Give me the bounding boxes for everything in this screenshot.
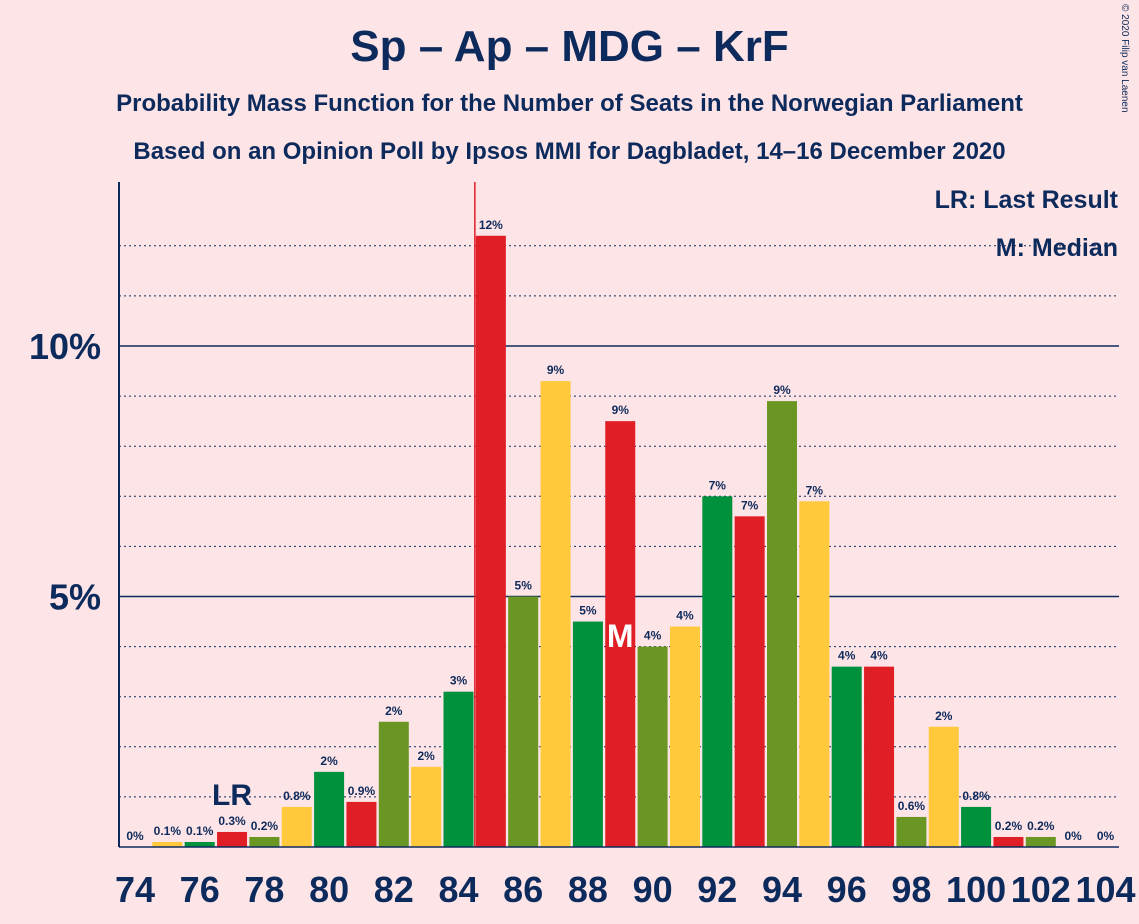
bar-value-label: 9% <box>612 403 630 417</box>
bar-value-label: 2% <box>417 749 435 763</box>
bar-value-label: 4% <box>644 629 662 643</box>
bar-value-label: 12% <box>479 218 503 232</box>
x-tick-label: 98 <box>891 869 931 910</box>
chart-title: Sp – Ap – MDG – KrF <box>350 22 789 71</box>
chart-subtitle-2: Based on an Opinion Poll by Ipsos MMI fo… <box>133 138 1006 165</box>
bar <box>767 401 797 847</box>
bar-value-label: 0.1% <box>154 824 182 838</box>
bar <box>508 596 539 847</box>
bar <box>346 801 377 847</box>
bar-value-label: 0.1% <box>186 824 214 838</box>
bar <box>961 806 992 847</box>
bar-value-label: 5% <box>515 579 533 593</box>
bar <box>443 691 474 847</box>
bar <box>475 235 506 847</box>
x-tick-label: 84 <box>438 869 478 910</box>
bar <box>928 726 959 847</box>
x-tick-label: 78 <box>244 869 284 910</box>
bar-value-label: 5% <box>579 604 597 618</box>
bar-value-label: 0% <box>1064 829 1082 843</box>
bar-value-label: 0.6% <box>898 799 926 813</box>
bar-value-label: 0% <box>126 829 144 843</box>
x-tick-label: 80 <box>309 869 349 910</box>
bar <box>637 646 668 847</box>
legend-median: M: Median <box>995 234 1118 262</box>
bar <box>152 841 183 847</box>
x-tick-label: 100 <box>946 869 1006 910</box>
x-tick-label: 102 <box>1011 869 1071 910</box>
bar <box>572 621 603 847</box>
bar <box>249 836 280 847</box>
bar <box>605 421 636 847</box>
bar-value-label: 7% <box>806 483 824 497</box>
bar-value-label: 9% <box>773 383 791 397</box>
bar-value-label: 0.8% <box>283 789 311 803</box>
bar <box>734 516 765 847</box>
bar-value-label: 7% <box>709 478 727 492</box>
bar <box>378 721 409 847</box>
bar <box>184 841 215 847</box>
bar <box>540 381 571 847</box>
x-tick-label: 76 <box>180 869 220 910</box>
bar-value-label: 4% <box>838 649 856 663</box>
x-tick-label: 90 <box>633 869 673 910</box>
bar-value-label: 0.3% <box>218 814 246 828</box>
x-tick-label: 92 <box>697 869 737 910</box>
y-tick-label: 5% <box>49 577 101 618</box>
bar <box>314 771 345 847</box>
bar <box>896 816 927 847</box>
last-result-marker: LR <box>212 779 252 812</box>
bar <box>411 766 442 847</box>
bar <box>799 501 830 847</box>
x-tick-label: 86 <box>503 869 543 910</box>
bar <box>217 831 248 847</box>
y-tick-label: 10% <box>29 326 101 367</box>
bar-value-label: 0.9% <box>348 784 376 798</box>
bar-value-label: 2% <box>320 754 338 768</box>
x-tick-label: 82 <box>374 869 414 910</box>
bar-value-label: 0.2% <box>995 819 1023 833</box>
bar <box>993 836 1024 847</box>
bar-value-label: 0.2% <box>251 819 279 833</box>
bar <box>864 666 895 847</box>
bar-value-label: 7% <box>741 498 759 512</box>
x-tick-label: 94 <box>762 869 802 910</box>
bar <box>1025 836 1056 847</box>
bar-value-label: 2% <box>935 709 953 723</box>
bar-value-label: 4% <box>676 609 694 623</box>
bar-value-label: 4% <box>870 649 888 663</box>
x-tick-label: 96 <box>827 869 867 910</box>
bar <box>281 806 312 847</box>
chart-subtitle-1: Probability Mass Function for the Number… <box>116 90 1023 117</box>
bar <box>702 496 733 847</box>
legend-last-result: LR: Last Result <box>934 186 1118 214</box>
x-tick-label: 104 <box>1075 869 1135 910</box>
bar <box>831 666 862 847</box>
bar-value-label: 2% <box>385 704 403 718</box>
bar-value-label: 0.2% <box>1027 819 1055 833</box>
x-tick-label: 74 <box>115 869 155 910</box>
median-marker: M <box>607 618 634 654</box>
bar <box>669 626 700 847</box>
bar-value-label: 0% <box>1097 829 1115 843</box>
bar-value-label: 9% <box>547 363 565 377</box>
bar-value-label: 3% <box>450 674 468 688</box>
x-tick-label: 88 <box>568 869 608 910</box>
bar-value-label: 0.8% <box>962 789 990 803</box>
